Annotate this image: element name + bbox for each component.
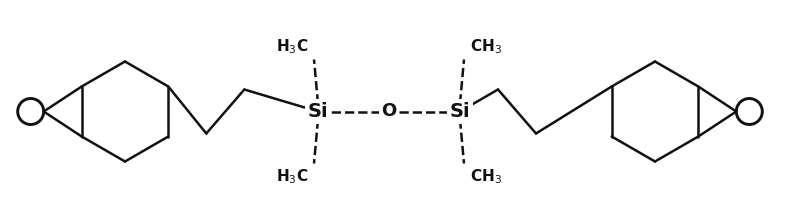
Text: O: O — [381, 103, 396, 120]
Text: CH$_3$: CH$_3$ — [470, 37, 502, 56]
Text: Si: Si — [450, 102, 470, 121]
Text: H$_3$C: H$_3$C — [276, 167, 308, 186]
Text: H$_3$C: H$_3$C — [276, 37, 308, 56]
Text: Si: Si — [307, 102, 329, 121]
Text: CH$_3$: CH$_3$ — [470, 167, 502, 186]
